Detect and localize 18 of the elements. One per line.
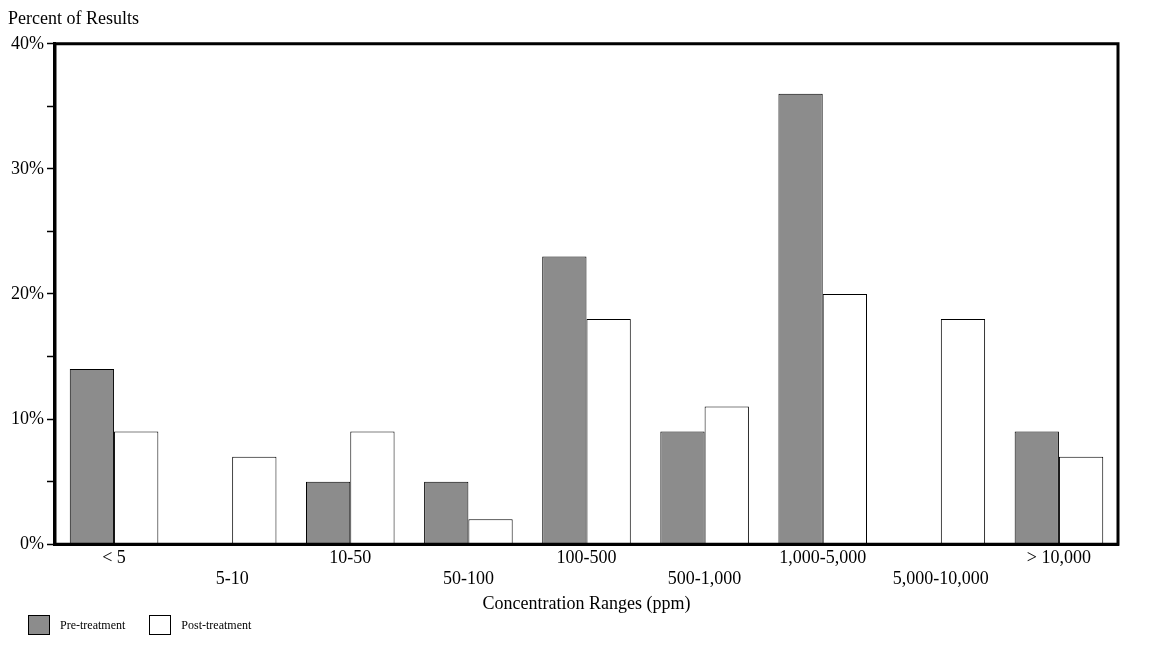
- x-tick-label: 50-100: [442, 568, 494, 589]
- legend-label: Pre-treatment: [60, 617, 126, 633]
- x-axis-title: Concentration Ranges (ppm): [482, 592, 691, 614]
- y-tick-label: 10%: [10, 407, 44, 428]
- y-tick-label: 30%: [10, 157, 44, 178]
- x-tick-label: 1,000-5,000: [779, 546, 867, 567]
- y-tick-label: 20%: [10, 282, 44, 303]
- x-tick-label: < 5: [102, 546, 126, 567]
- y-tick-label: 0%: [19, 532, 44, 553]
- x-tick-label: > 10,000: [1026, 546, 1092, 567]
- x-tick-label: 10-50: [329, 546, 372, 567]
- legend-label: Post-treatment: [181, 617, 252, 633]
- x-tick-label: 5-10: [215, 568, 249, 589]
- x-tick-label: 5,000-10,000: [892, 568, 989, 589]
- x-tick-label: 500-1,000: [667, 568, 742, 589]
- y-tick-label: 40%: [10, 32, 44, 53]
- y-axis-title: Percent of Results: [8, 8, 140, 30]
- x-tick-label: 100-500: [556, 546, 617, 567]
